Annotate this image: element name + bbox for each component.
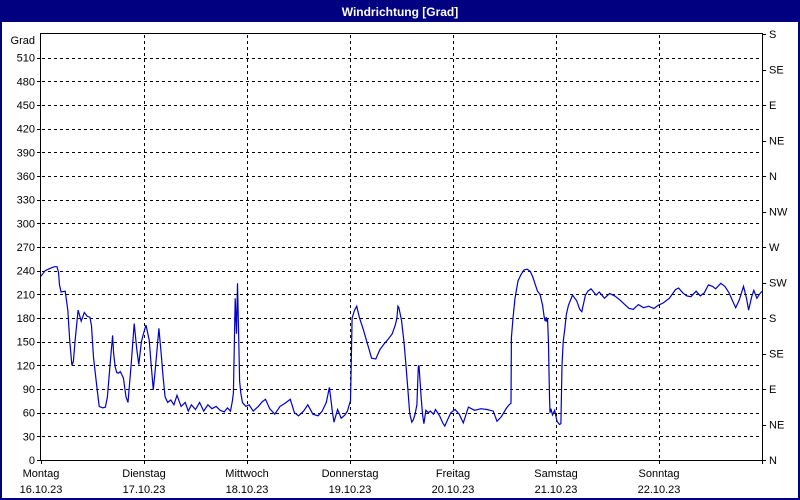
weekday-label: Dienstag [122,468,165,480]
svg-text:SE: SE [769,65,784,77]
svg-text:S: S [769,313,776,325]
window-title: Windrichtung [Grad] [341,5,459,19]
svg-text:90: 90 [23,384,35,396]
svg-text:300: 300 [17,218,35,230]
svg-text:N: N [769,171,777,183]
date-label: 16.10.23 [20,484,63,496]
svg-text:SE: SE [769,349,784,361]
svg-text:360: 360 [17,171,35,183]
date-label: 21.10.23 [535,484,578,496]
svg-text:180: 180 [17,313,35,325]
svg-text:240: 240 [17,266,35,278]
svg-text:210: 210 [17,289,35,301]
wind-direction-line [40,266,763,428]
date-label: 20.10.23 [432,484,475,496]
svg-text:30: 30 [23,431,35,443]
y-axis-unit-label: Grad [11,35,35,47]
svg-text:0: 0 [29,455,35,467]
svg-text:E: E [769,384,776,396]
svg-text:480: 480 [17,76,35,88]
y-left-labels: 0 30 60 90 120 150 180 210 240 270 300 330 360 390 420… [11,35,41,467]
svg-text:S: S [769,29,776,41]
weekday-label: Samstag [534,468,577,480]
y-right-labels: N NE E SE S SW W NW N NE E SE S [762,29,788,467]
svg-text:W: W [769,242,780,254]
date-label: 22.10.23 [638,484,681,496]
date-label: 17.10.23 [123,484,166,496]
weekday-label: Sonntag [639,468,680,480]
svg-text:390: 390 [17,147,35,159]
svg-text:SW: SW [769,278,787,290]
svg-text:NE: NE [769,136,784,148]
weekday-label: Montag [23,468,60,480]
date-label: 19.10.23 [329,484,372,496]
v-gridlines [144,35,660,459]
svg-text:120: 120 [17,360,35,372]
weekday-label: Mittwoch [225,468,268,480]
x-day-labels: Montag 16.10.23 Dienstag 17.10.23 Mittwoch 18… [20,460,763,496]
svg-text:60: 60 [23,408,35,420]
h-gridlines [42,58,761,437]
date-label: 18.10.23 [226,484,269,496]
title-bar: Windrichtung [Grad] [2,2,798,22]
svg-text:NE: NE [769,420,784,432]
svg-text:420: 420 [17,124,35,136]
svg-text:E: E [769,100,776,112]
wind-direction-chart: 0 30 60 90 120 150 180 210 240 270 300 330 360 390 420… [11,29,788,496]
svg-text:NW: NW [769,207,788,219]
svg-text:270: 270 [17,242,35,254]
svg-text:N: N [769,455,777,467]
chart-area: 0 30 60 90 120 150 180 210 240 270 300 330 360 390 420… [2,22,798,498]
svg-text:150: 150 [17,337,35,349]
weekday-label: Freitag [436,468,470,480]
svg-text:510: 510 [17,53,35,65]
svg-text:330: 330 [17,195,35,207]
weekday-label: Donnerstag [322,468,379,480]
svg-text:450: 450 [17,100,35,112]
